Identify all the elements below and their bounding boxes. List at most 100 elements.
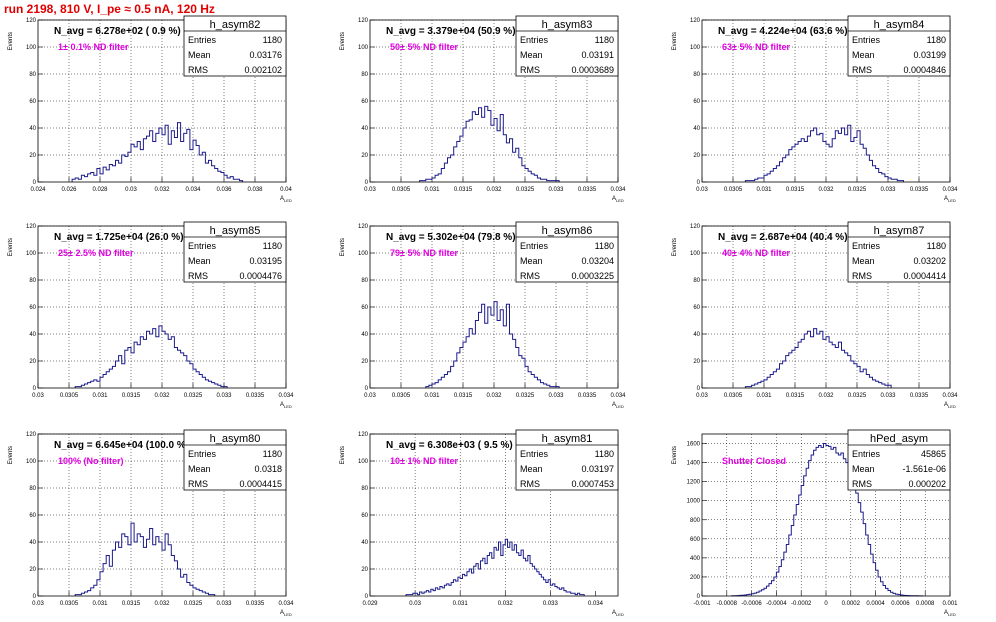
stats-label: Entries (852, 449, 881, 459)
stats-value: 1180 (595, 35, 614, 45)
y-tick-label: 60 (361, 513, 368, 519)
histogram-panel-h_asym86: 0.03 0.0305 0.031 0.0315 0.032 0.0325 0.033 0.0… (340, 221, 626, 409)
x-axis-label: ALED (280, 610, 292, 617)
y-tick-label: 1600 (687, 442, 701, 448)
x-axis-label: ALED (280, 196, 292, 203)
histogram-name: h_asym83 (542, 19, 593, 31)
filter-label: 40± 4% ND filter (722, 248, 790, 258)
x-tick-label: 0.03 (32, 393, 44, 399)
x-tick-label: 0.034 (185, 187, 201, 193)
histogram-panel-h_asym80: 0.03 0.0305 0.031 0.0315 0.032 0.0325 0.033 0.0… (8, 429, 294, 617)
filter-label: 1± 0.1% ND filter (58, 42, 129, 52)
y-tick-label: 100 (26, 45, 37, 51)
stats-value: 1180 (263, 241, 282, 251)
plot-frame (701, 433, 951, 597)
x-tick-label: 0.034 (610, 393, 626, 399)
x-axis-subscript: LED (948, 612, 956, 617)
filter-label: 10± 1% ND filter (390, 456, 458, 466)
histogram-name: h_asym84 (874, 19, 925, 31)
histogram-line (71, 122, 244, 182)
stats-value: 45865 (921, 449, 946, 459)
y-tick-label: 120 (690, 18, 701, 24)
x-tick-label: 0.0335 (910, 393, 929, 399)
stats-value: 0.0004846 (903, 65, 946, 75)
histogram-name: h_asym87 (874, 225, 925, 237)
x-tick-label: 0.032 (486, 393, 502, 399)
x-tick-label: 0.03 (125, 187, 137, 193)
stats-label: RMS (520, 65, 540, 75)
stats-label: Entries (520, 449, 549, 459)
stats-label: RMS (852, 479, 872, 489)
histogram-name: h_asym81 (542, 433, 593, 445)
x-tick-label: 0.0004 (866, 601, 885, 607)
navg-header: N_avg = 6.278e+02 ( 0.9 %) (54, 26, 181, 37)
histogram-line (425, 301, 560, 388)
x-axis-label: ALED (944, 610, 956, 617)
stats-box (847, 221, 951, 283)
x-tick-label: 0.0315 (122, 601, 141, 607)
x-tick-label: 0.033 (548, 393, 564, 399)
x-axis-subscript: LED (284, 198, 292, 203)
histogram-line (405, 538, 585, 596)
navg-header: N_avg = 6.308e+03 ( 9.5 %) (386, 440, 513, 451)
plot-frame (37, 19, 287, 183)
navg-header: N_avg = 4.224e+04 (63.6 %) (718, 26, 848, 37)
x-tick-label: 0.031 (92, 393, 108, 399)
stats-box (847, 429, 951, 491)
filter-label: 100% (No filter) (58, 456, 124, 466)
y-axis-label: Events (8, 446, 14, 464)
stats-value: 1180 (595, 449, 614, 459)
y-tick-label: 40 (361, 126, 368, 132)
histogram-panel-h_asym87: 0.03 0.0305 0.031 0.0315 0.032 0.0325 0.033 0.0… (672, 221, 958, 409)
x-tick-label: 0.0315 (786, 187, 805, 193)
x-tick-label: 0.0325 (184, 393, 203, 399)
stats-value: 1180 (263, 35, 282, 45)
y-tick-label: 80 (693, 72, 700, 78)
stats-box (515, 221, 619, 283)
stats-value: 0.03195 (249, 256, 282, 266)
plot-frame (369, 19, 619, 183)
x-tick-label: 0.0305 (60, 393, 79, 399)
plot-frame (37, 225, 287, 389)
y-tick-label: 120 (690, 224, 701, 230)
x-tick-label: 0.032 (818, 187, 834, 193)
y-tick-label: 0 (365, 386, 369, 392)
y-tick-label: 100 (358, 459, 369, 465)
y-tick-label: 40 (29, 332, 36, 338)
y-tick-label: 120 (26, 224, 37, 230)
x-axis-subscript: LED (284, 612, 292, 617)
y-tick-label: 80 (361, 486, 368, 492)
navg-header: N_avg = 6.645e+04 (100.0 %) (54, 440, 189, 451)
x-tick-label: 0.0305 (724, 393, 743, 399)
y-tick-label: 100 (26, 251, 37, 257)
y-axis-label: Events (672, 32, 678, 50)
y-tick-label: 120 (26, 432, 37, 438)
filter-label: 25± 2.5% ND filter (58, 248, 134, 258)
x-axis-label: ALED (944, 402, 956, 409)
x-tick-label: 0.032 (154, 601, 170, 607)
x-tick-label: -0.0002 (791, 601, 812, 607)
x-tick-label: 0.028 (92, 187, 108, 193)
y-tick-label: 60 (29, 305, 36, 311)
x-tick-label: 0.034 (588, 601, 604, 607)
histogram-name: h_asym82 (210, 19, 261, 31)
x-tick-label: 0.0325 (848, 187, 867, 193)
x-tick-label: 0.036 (216, 187, 232, 193)
y-tick-label: 0 (33, 180, 37, 186)
stats-value: 0.0003225 (571, 271, 614, 281)
x-tick-label: 0.03 (696, 187, 708, 193)
stats-label: Mean (520, 50, 543, 60)
x-tick-label: 0.03 (364, 187, 376, 193)
stats-label: Entries (852, 241, 881, 251)
stats-value: 0.0003689 (571, 65, 614, 75)
stats-value: 1180 (927, 35, 946, 45)
histogram-line (731, 443, 924, 597)
x-tick-label: -0.0008 (717, 601, 738, 607)
y-tick-label: 0 (33, 594, 37, 600)
y-tick-label: 0 (365, 594, 369, 600)
stats-box (183, 15, 287, 77)
x-axis-label: ALED (612, 610, 624, 617)
x-tick-label: 0.0335 (578, 187, 597, 193)
y-axis-label: Events (672, 446, 678, 464)
x-axis-subscript: LED (616, 404, 624, 409)
